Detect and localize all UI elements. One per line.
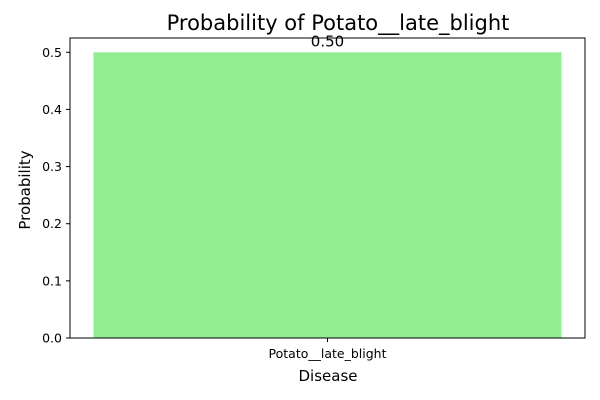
y-tick-label: 0.2 — [42, 216, 62, 231]
bar-Potato__late_blight — [93, 52, 562, 339]
chart-title: Probability of Potato__late_blight — [167, 11, 510, 36]
y-tick-label: 0.3 — [42, 159, 62, 174]
y-tick-label: 0.4 — [42, 102, 62, 117]
data-labels: 0.50 — [311, 32, 344, 50]
bar-value-label: 0.50 — [311, 32, 344, 50]
bars — [93, 52, 562, 339]
y-axis-label: Probability — [16, 150, 34, 229]
y-axis-ticks: 0.0 0.1 0.2 0.3 0.4 0.5 — [42, 45, 70, 346]
plot-frame — [69, 37, 586, 339]
plot-area: 0.0 0.1 0.2 0.3 0.4 0.5 Potato__late_blight 0… — [42, 32, 586, 361]
y-tick-label: 0.1 — [42, 273, 62, 288]
x-axis-ticks: Potato__late_blight — [269, 338, 387, 361]
y-tick-label: 0.0 — [42, 331, 62, 346]
plot-spines — [69, 37, 586, 339]
y-tick-label: 0.5 — [42, 45, 62, 60]
x-axis-label: Disease — [299, 367, 358, 385]
x-tick-label: Potato__late_blight — [269, 346, 387, 361]
